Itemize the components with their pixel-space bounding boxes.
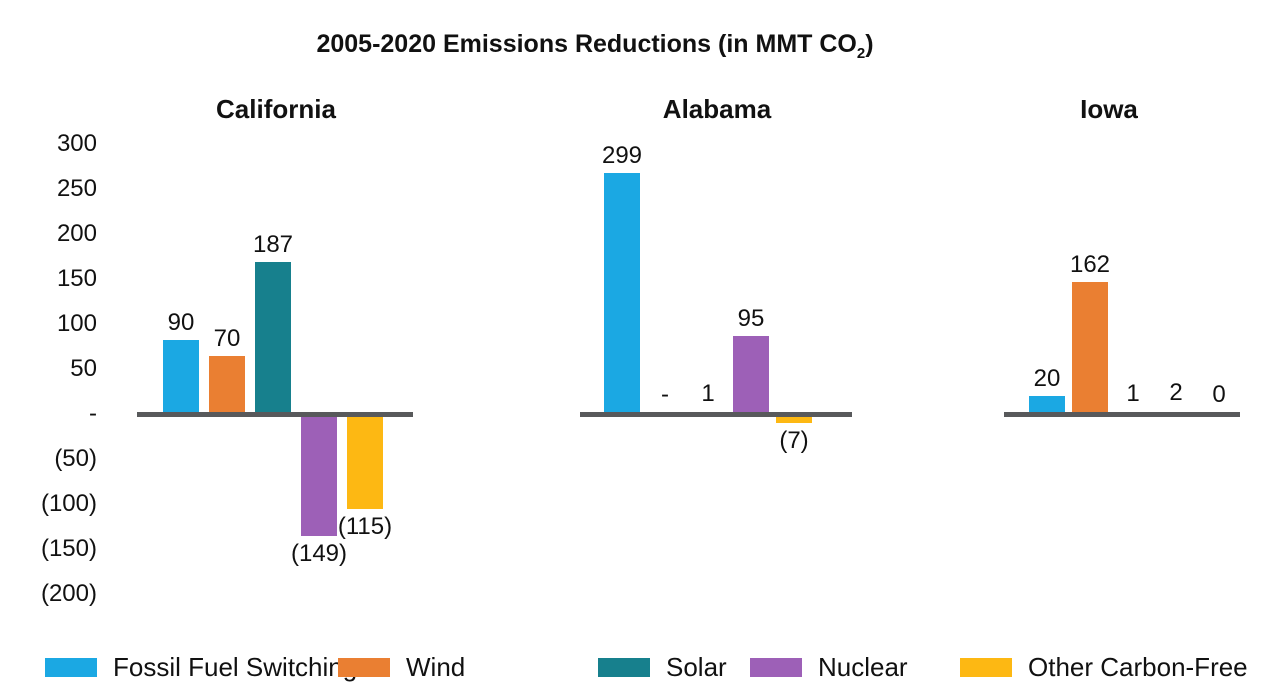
- y-axis-tick-label: (200): [40, 580, 97, 607]
- legend-item-other-carbon-free: Other Carbon-Free: [960, 652, 1248, 683]
- legend-swatch-other-carbon-free: [960, 658, 1012, 677]
- x-axis-line-iowa: [1004, 412, 1240, 417]
- bar-value-label-solar-california: 187: [252, 231, 294, 259]
- group-title-california: California: [216, 94, 336, 124]
- bar-other-carbon-free-alabama: [776, 417, 812, 423]
- legend-item-fossil-fuel-switching: Fossil Fuel Switching: [45, 652, 357, 683]
- group-title-alabama: Alabama: [662, 94, 772, 124]
- group-title-iowa: Iowa: [1080, 94, 1138, 124]
- legend-swatch-nuclear: [750, 658, 802, 677]
- y-axis-tick-label: (100): [40, 490, 97, 517]
- bar-fossil-fuel-switching-alabama: [604, 172, 640, 412]
- x-axis-line-alabama: [580, 412, 852, 417]
- bar-value-label-nuclear-alabama: 95: [737, 305, 765, 332]
- bar-value-label-wind-iowa: 162: [1069, 251, 1111, 279]
- bar-value-label-fossil-fuel-switching-alabama: 299: [601, 141, 643, 169]
- bar-fossil-fuel-switching-california: [163, 340, 199, 412]
- bar-value-label-other-carbon-free-iowa: 0: [1212, 381, 1226, 408]
- legend-swatch-solar: [598, 658, 650, 677]
- y-axis-tick-label: 300: [56, 130, 97, 157]
- legend-label-solar: Solar: [666, 652, 727, 682]
- y-axis-tick-label: 50: [70, 355, 97, 382]
- legend-item-wind: Wind: [338, 652, 465, 683]
- bar-wind-iowa: [1072, 282, 1108, 412]
- chart-title-main: 2005-2020 Emissions Reductions (in MMT C…: [316, 30, 857, 58]
- chart-title-subscript: 2: [856, 45, 866, 62]
- bar-nuclear-alabama: [733, 336, 769, 412]
- legend-label-fossil-fuel-switching: Fossil Fuel Switching: [113, 652, 358, 682]
- y-axis-tick-label: (50): [54, 445, 97, 472]
- bar-value-label-nuclear-california: (149): [290, 540, 348, 568]
- bar-value-label-solar-alabama: 1: [701, 380, 715, 408]
- legend-label-other-carbon-free: Other Carbon-Free: [1028, 652, 1248, 682]
- x-axis-line-california: [137, 412, 413, 417]
- legend-label-nuclear: Nuclear: [818, 652, 908, 682]
- bar-value-label-solar-iowa: 1: [1126, 380, 1140, 408]
- legend-swatch-wind: [338, 658, 390, 677]
- bar-value-label-other-carbon-free-alabama: (7): [779, 426, 809, 454]
- y-axis-tick-label: (150): [40, 535, 97, 562]
- chart-title: 2005-2020 Emissions Reductions (in MMT C…: [0, 30, 1190, 62]
- legend-swatch-fossil-fuel-switching: [45, 658, 97, 677]
- bar-fossil-fuel-switching-iowa: [1029, 396, 1065, 412]
- bar-value-label-fossil-fuel-switching-iowa: 20: [1033, 365, 1061, 392]
- y-axis-tick-label: 150: [56, 265, 97, 292]
- y-axis-tick-label: 250: [56, 175, 97, 202]
- bar-value-label-wind-california: 70: [213, 325, 241, 352]
- bar-wind-california: [209, 356, 245, 412]
- y-axis-tick-label: 200: [56, 220, 97, 247]
- bar-value-label-wind-alabama: -: [661, 381, 669, 408]
- y-axis-tick-label: 100: [56, 310, 97, 337]
- legend-item-nuclear: Nuclear: [750, 652, 908, 683]
- bar-other-carbon-free-california: [347, 417, 383, 509]
- legend-label-wind: Wind: [406, 652, 466, 682]
- legend-item-solar: Solar: [598, 652, 727, 683]
- bar-value-label-other-carbon-free-california: (115): [337, 513, 393, 540]
- bar-nuclear-california: [301, 417, 337, 537]
- chart-title-close: ): [865, 30, 874, 58]
- y-axis-tick-label: -: [89, 400, 97, 427]
- bar-solar-california: [255, 262, 291, 412]
- legend: Fossil Fuel Switching Wind Solar Nuclear Oth…: [0, 648, 1280, 688]
- bar-value-label-nuclear-iowa: 2: [1169, 379, 1183, 407]
- bar-value-label-fossil-fuel-switching-california: 90: [167, 309, 195, 336]
